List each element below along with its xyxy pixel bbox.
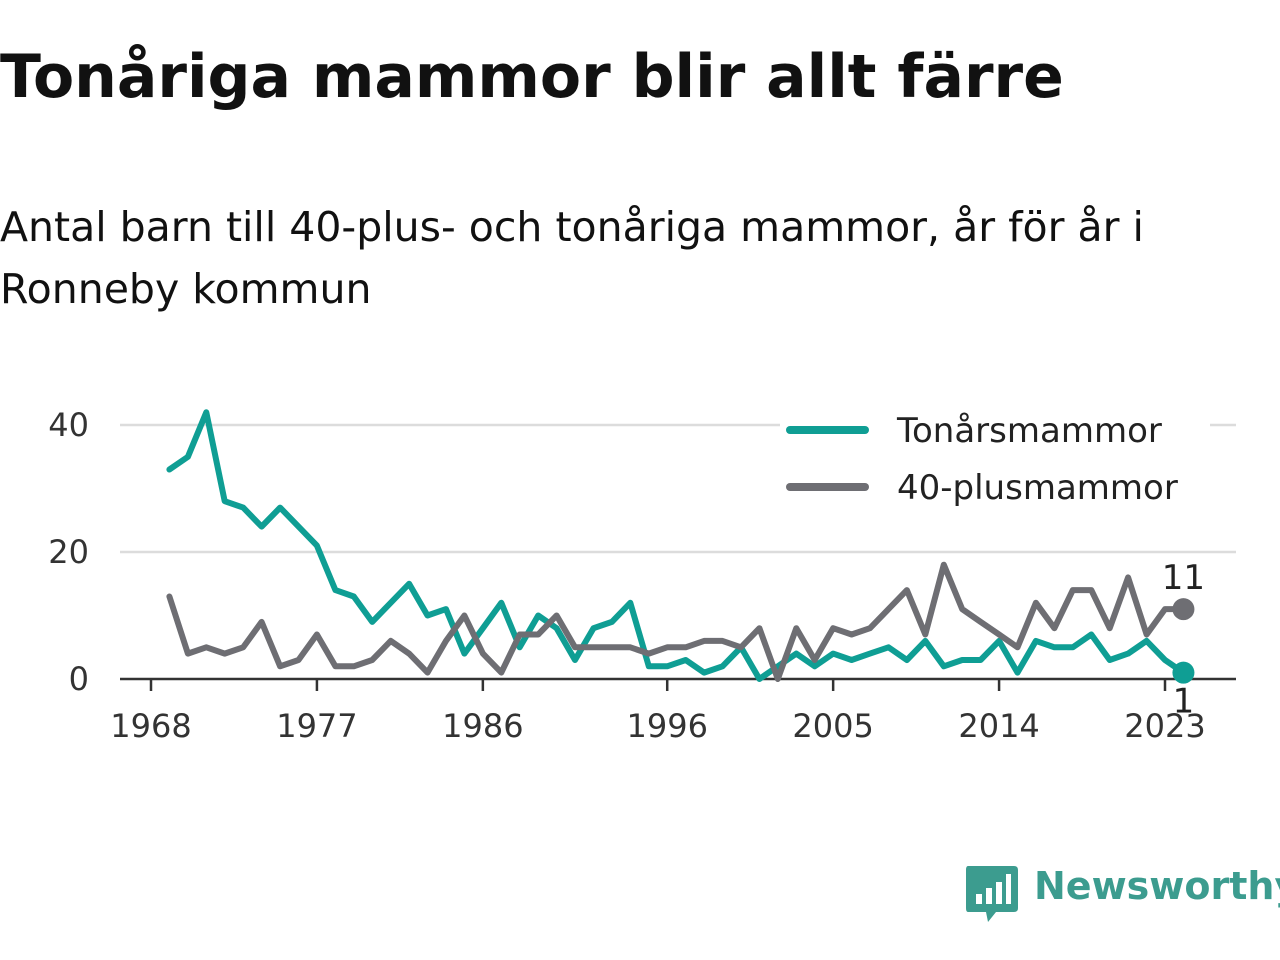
x-tick-label: 1968 bbox=[110, 707, 191, 745]
legend-label: Tonårsmammor bbox=[896, 411, 1162, 451]
y-tick-label: 40 bbox=[48, 406, 89, 444]
end-marker bbox=[1172, 598, 1195, 621]
series-lines bbox=[166, 409, 1187, 682]
x-tick-label: 2005 bbox=[792, 707, 873, 745]
x-tick-label: 1996 bbox=[626, 707, 707, 745]
newsworthy-logo-text: Newsworthy bbox=[1034, 864, 1280, 908]
x-tick-label: 2023 bbox=[1124, 707, 1205, 745]
series-line-tonarsmammor bbox=[166, 409, 1187, 682]
x-tick-label: 1977 bbox=[276, 707, 357, 745]
y-axis-ticks: 0 20 40 bbox=[48, 406, 89, 698]
y-tick-label: 20 bbox=[48, 533, 89, 571]
x-tick-label: 2014 bbox=[958, 707, 1039, 745]
end-value-label: 1 bbox=[1173, 682, 1195, 722]
legend: Tonårsmammor 40-plusmammor bbox=[780, 404, 1210, 511]
x-tick-label: 1986 bbox=[442, 707, 523, 745]
y-tick-label: 0 bbox=[69, 660, 89, 698]
chart-title: Tonåriga mammor blir allt färre bbox=[0, 42, 1064, 112]
end-value-label: 11 bbox=[1162, 558, 1205, 598]
chart-subtitle: Antal barn till 40-plus- och tonåriga ma… bbox=[0, 203, 1144, 313]
legend-label: 40-plusmammor bbox=[897, 468, 1178, 508]
x-axis: 1968 1977 1986 1996 2005 2014 2023 bbox=[110, 677, 1236, 745]
newsworthy-logo: Newsworthy bbox=[964, 864, 1280, 928]
end-marker bbox=[1172, 661, 1195, 684]
series-line-fortyplusmammor bbox=[166, 561, 1187, 682]
newsworthy-logo-icon bbox=[966, 866, 1018, 922]
end-markers: 111 bbox=[1162, 558, 1205, 722]
